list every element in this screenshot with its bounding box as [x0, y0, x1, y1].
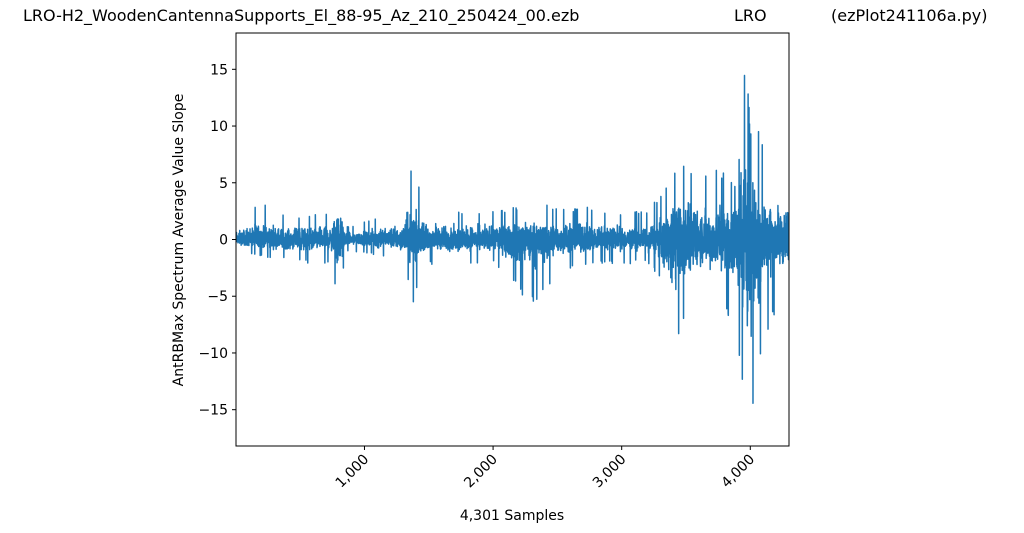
- y-tick-label: −5: [207, 289, 228, 305]
- x-tick-label: 2,000: [461, 452, 501, 492]
- y-axis-label: AntRBMax Spectrum Average Value Slope: [171, 94, 187, 387]
- x-tick-label: 4,000: [718, 452, 758, 492]
- series-layer: [236, 74, 789, 405]
- series-line: [236, 74, 789, 405]
- x-tick-label: 3,000: [590, 452, 630, 492]
- x-axis-label: 4,301 Samples: [460, 508, 564, 524]
- y-tick-label: −10: [198, 346, 228, 362]
- y-tick-label: 5: [219, 176, 228, 192]
- title-file-name: LRO-H2_WoodenCantennaSupports_El_88-95_A…: [23, 6, 580, 25]
- y-tick-label: 10: [210, 119, 228, 135]
- y-tick-label: −15: [198, 403, 228, 419]
- y-tick-label: 0: [219, 233, 228, 249]
- y-tick-label: 15: [210, 62, 228, 78]
- title-script-name: (ezPlot241106a.py): [831, 6, 988, 25]
- title-site-code: LRO: [734, 6, 767, 25]
- x-tick-label: 1,000: [333, 452, 373, 492]
